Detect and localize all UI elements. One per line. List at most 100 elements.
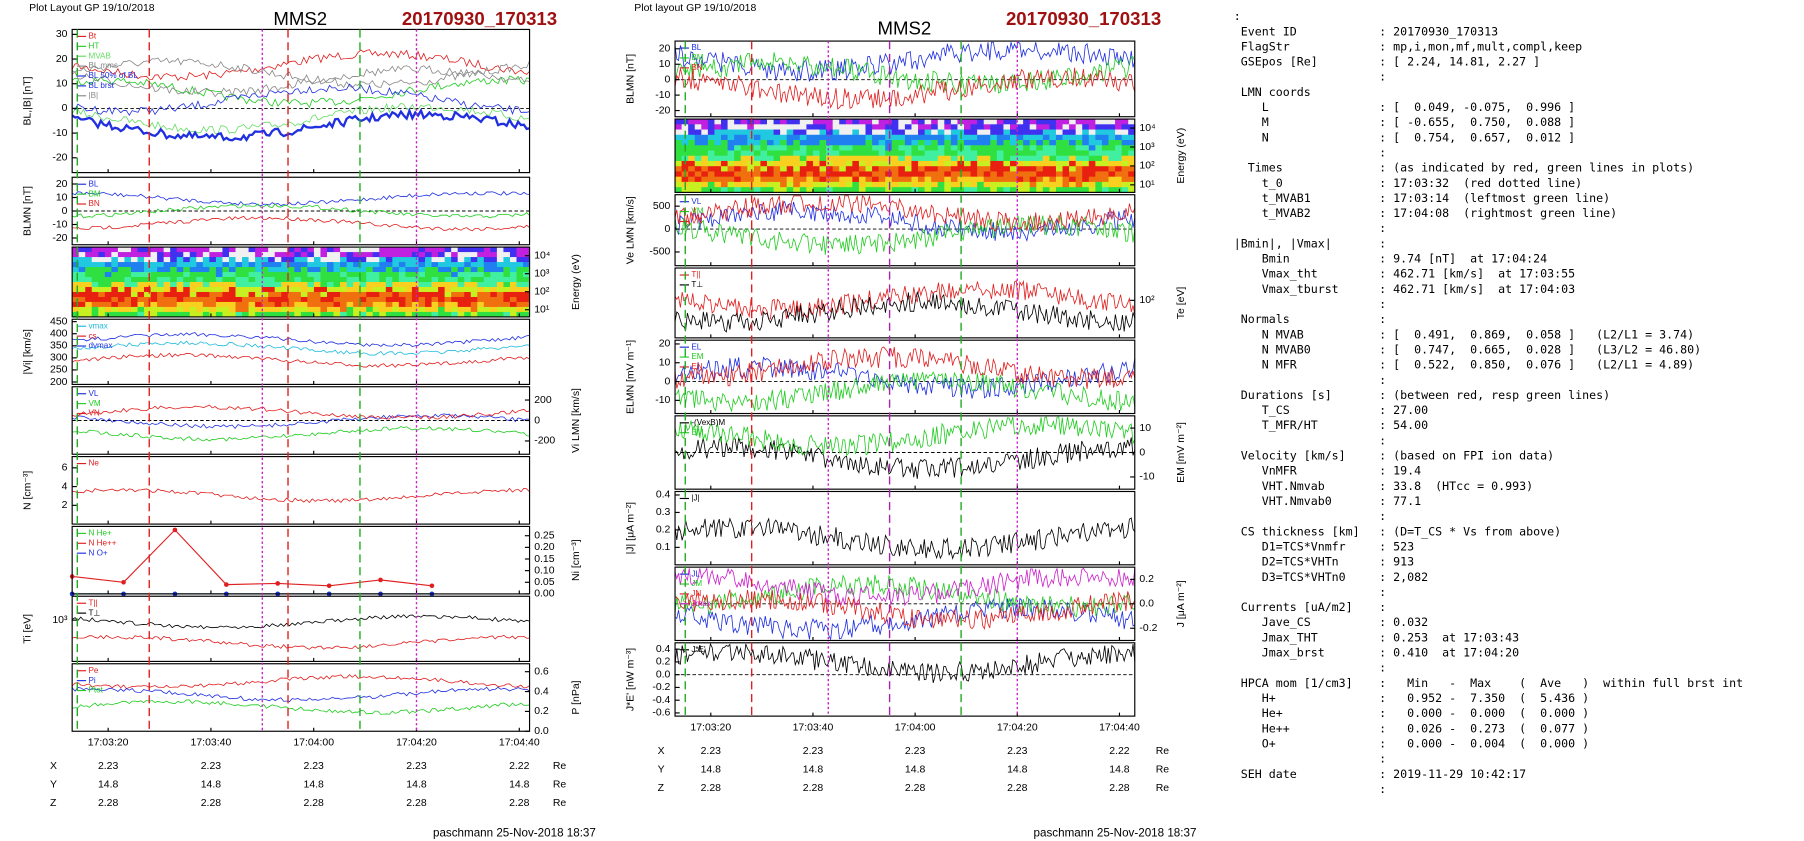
spectrogram-cell	[503, 301, 511, 308]
spectrogram-cell	[470, 267, 478, 273]
spectrogram-cell	[209, 306, 217, 313]
spectrogram-cell	[222, 286, 230, 293]
spectrogram-cell	[418, 247, 426, 253]
spectrogram-cell	[1023, 119, 1031, 125]
y-tick-label: 10	[56, 79, 68, 90]
spectrogram-cell	[944, 160, 952, 167]
spectrogram-cell	[366, 286, 374, 293]
spectrogram-cell	[1075, 134, 1083, 141]
spectrogram-cell	[996, 187, 1004, 193]
spectrogram-cell	[483, 291, 491, 298]
trace	[72, 699, 530, 715]
spectrogram-cell	[523, 272, 531, 278]
spectrogram-cell	[464, 311, 472, 318]
spectrogram-cell	[359, 296, 367, 303]
spectrogram-cell	[372, 272, 380, 278]
spectrogram-cell	[786, 181, 794, 188]
spectrogram-cell	[255, 257, 263, 263]
legend-label: cs	[88, 331, 96, 340]
spectrogram-cell	[366, 247, 374, 253]
spectrogram-cell	[268, 301, 276, 308]
y-tick-label: 6	[62, 463, 68, 474]
spectrogram-cell	[694, 145, 702, 151]
spectrogram-cell	[1036, 160, 1044, 167]
spectrogram-cell	[176, 267, 184, 273]
spectrogram-cell	[1029, 187, 1037, 193]
spectrogram-cell	[313, 301, 321, 308]
spectrogram-cell	[274, 272, 282, 278]
spectrogram-cell	[1016, 160, 1024, 167]
y-tick-label: 20	[56, 179, 68, 190]
spectrogram-cell	[806, 171, 814, 178]
spectrogram-cell	[688, 160, 696, 167]
spectrogram-cell	[464, 272, 472, 278]
spectrogram-cell	[1095, 140, 1103, 146]
spectrogram-cell	[274, 301, 282, 308]
summary-label: Jmax_brst	[1234, 646, 1325, 660]
spectrogram-cell	[117, 277, 125, 283]
spectrogram-cell	[799, 181, 807, 188]
spectrogram-cell	[170, 257, 178, 263]
spectrogram-cell	[326, 301, 334, 308]
spectrogram-cell	[340, 272, 348, 278]
spectrogram-cell	[826, 140, 834, 146]
spectrogram-cell	[255, 272, 263, 278]
spectrogram-cell	[1115, 171, 1123, 178]
summary-value: : 523	[1379, 539, 1414, 553]
spectrogram-cell	[91, 272, 99, 278]
spectrogram-cell	[418, 262, 426, 268]
spectrogram-cell	[1121, 140, 1129, 146]
spectrogram-cell	[72, 301, 80, 308]
spectrogram-cell	[209, 286, 217, 293]
spectrogram-cell	[845, 155, 853, 162]
spectrogram-cell	[878, 181, 886, 188]
spectrogram-cell	[496, 257, 504, 263]
spectrogram-cell	[163, 277, 171, 283]
spectrogram-cell	[1115, 181, 1123, 188]
spectrogram-cell	[451, 252, 459, 258]
spectrogram-cell	[268, 296, 276, 303]
spectrogram-cell	[451, 306, 459, 313]
spectrogram-cell	[359, 281, 367, 288]
spectrogram-cell	[1075, 176, 1083, 183]
spectrogram-cell	[444, 252, 452, 258]
spectrogram-cell	[215, 296, 223, 303]
spectrogram-cell	[714, 181, 722, 188]
spectrogram-cell	[852, 129, 860, 136]
spectrogram-cell	[964, 134, 972, 141]
spectrogram-cell	[307, 252, 315, 258]
y-tick-label: 200	[534, 395, 552, 406]
spectrogram-cell	[359, 301, 367, 308]
spectrogram-cell	[1088, 119, 1096, 125]
spectrogram-cell	[1062, 160, 1070, 167]
spectrogram-cell	[248, 311, 256, 318]
spectrogram-cell	[72, 281, 80, 288]
spectrogram-cell	[1095, 134, 1103, 141]
spectrogram-cell	[405, 252, 413, 258]
spectrogram-cell	[1009, 176, 1018, 183]
spectrogram-cell	[1128, 145, 1136, 151]
spectrogram-cell	[793, 181, 801, 188]
spectrogram-cell	[839, 129, 847, 136]
spectrogram-cell	[385, 257, 393, 263]
spectrogram-cell	[970, 171, 978, 178]
spectrogram-cell	[157, 257, 165, 263]
spectrogram-cell	[1088, 155, 1096, 162]
spectrogram-cell	[1049, 145, 1057, 151]
spectrogram-cell	[353, 296, 361, 303]
spectrogram-cell	[924, 181, 932, 188]
spectrogram-cell	[477, 286, 485, 293]
spectrogram-cell	[98, 311, 106, 318]
spectrogram-cell	[385, 306, 393, 313]
spectrogram-cell	[839, 155, 847, 162]
spectrogram-cell	[85, 291, 93, 298]
spectrogram-cell	[996, 145, 1004, 151]
spectrogram-cell	[372, 296, 380, 303]
spectrogram-cell	[1049, 134, 1057, 141]
spectrogram-cell	[872, 140, 880, 146]
spectrogram-cell	[209, 296, 217, 303]
spectrogram-cell	[891, 171, 899, 178]
spectrogram-cell	[274, 306, 282, 313]
